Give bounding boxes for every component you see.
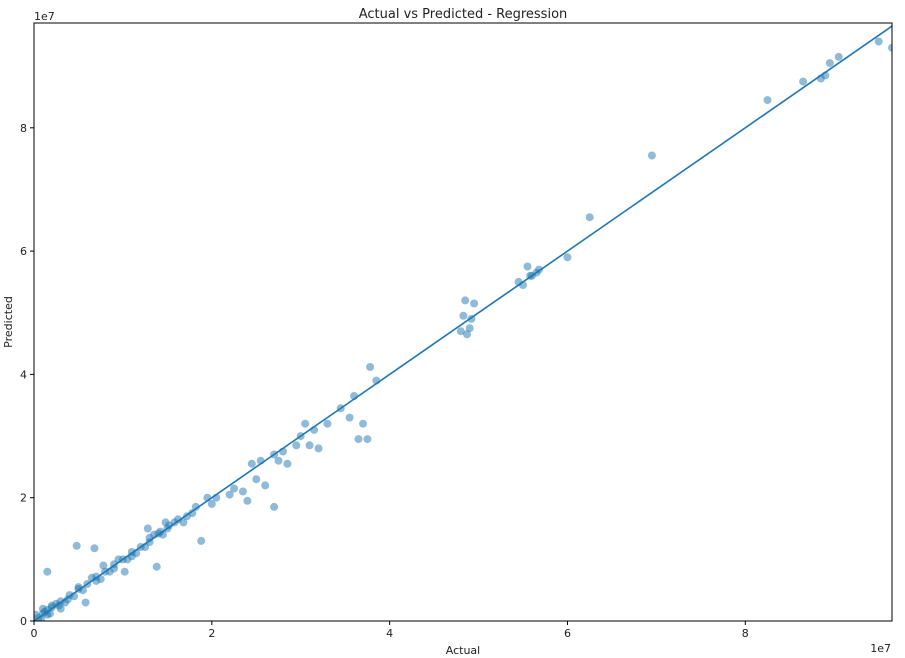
data-point xyxy=(523,262,532,271)
data-point xyxy=(301,419,310,428)
y-tick-label: 8 xyxy=(20,122,27,135)
data-point xyxy=(238,487,247,496)
data-point xyxy=(305,441,314,450)
data-point xyxy=(99,561,108,570)
data-point xyxy=(230,484,239,493)
x-axis-label: Actual xyxy=(446,644,480,657)
x-tick-label: 4 xyxy=(386,627,393,640)
data-point xyxy=(207,499,216,508)
data-point xyxy=(274,456,283,465)
data-point xyxy=(354,435,363,444)
data-point xyxy=(72,541,81,550)
data-point xyxy=(120,567,129,576)
plot-frame xyxy=(33,22,893,622)
data-point xyxy=(366,363,375,371)
data-point xyxy=(156,527,165,536)
y-tick-label: 0 xyxy=(20,615,27,628)
y-axis-offset-label: 1e7 xyxy=(34,10,55,23)
data-point xyxy=(874,37,883,46)
y-tick-label: 2 xyxy=(20,492,27,505)
data-point xyxy=(270,502,279,511)
data-point xyxy=(834,52,843,61)
data-point xyxy=(197,536,206,545)
x-tick-label: 0 xyxy=(31,627,38,640)
data-point xyxy=(563,253,572,262)
data-point xyxy=(191,502,200,511)
data-point xyxy=(63,595,72,604)
plot-clip-group xyxy=(34,25,892,621)
data-point xyxy=(43,567,52,576)
data-point xyxy=(799,77,808,86)
reference-line xyxy=(34,25,892,621)
data-point xyxy=(323,419,332,428)
x-tick-label: 8 xyxy=(742,627,749,640)
data-point xyxy=(470,299,479,308)
data-point xyxy=(825,59,834,68)
data-point xyxy=(763,96,772,105)
data-point xyxy=(456,327,465,336)
data-point xyxy=(585,213,594,222)
data-point xyxy=(463,330,471,339)
y-tick-label: 4 xyxy=(20,368,27,381)
data-point xyxy=(152,562,161,571)
data-point xyxy=(647,151,656,160)
data-point xyxy=(345,413,354,422)
data-point xyxy=(465,324,474,333)
data-point xyxy=(292,441,301,450)
chart-title: Actual vs Predicted - Regression xyxy=(359,7,568,22)
data-point xyxy=(225,490,234,499)
data-point xyxy=(54,601,63,610)
data-point xyxy=(461,296,470,305)
data-point xyxy=(179,518,188,527)
data-point xyxy=(188,509,197,518)
data-point xyxy=(261,481,270,490)
data-point xyxy=(81,598,90,607)
x-tick-label: 2 xyxy=(208,627,215,640)
data-point xyxy=(459,311,468,320)
y-axis-label: Predicted xyxy=(2,296,15,348)
data-point xyxy=(252,475,261,484)
data-point xyxy=(363,435,372,444)
data-point xyxy=(90,544,99,553)
data-point xyxy=(359,419,367,428)
data-point xyxy=(888,43,892,52)
data-point xyxy=(243,496,252,505)
data-point xyxy=(34,610,40,619)
data-point xyxy=(314,444,323,453)
y-tick-label: 6 xyxy=(20,245,27,258)
plot-area: 0 2 4 6 8 0 2 4 6 8 xyxy=(20,25,892,640)
data-point xyxy=(143,524,152,533)
data-point xyxy=(283,459,292,468)
x-axis-offset-label: 1e7 xyxy=(870,642,891,655)
x-tick-label: 6 xyxy=(564,627,571,640)
data-point xyxy=(247,459,256,468)
